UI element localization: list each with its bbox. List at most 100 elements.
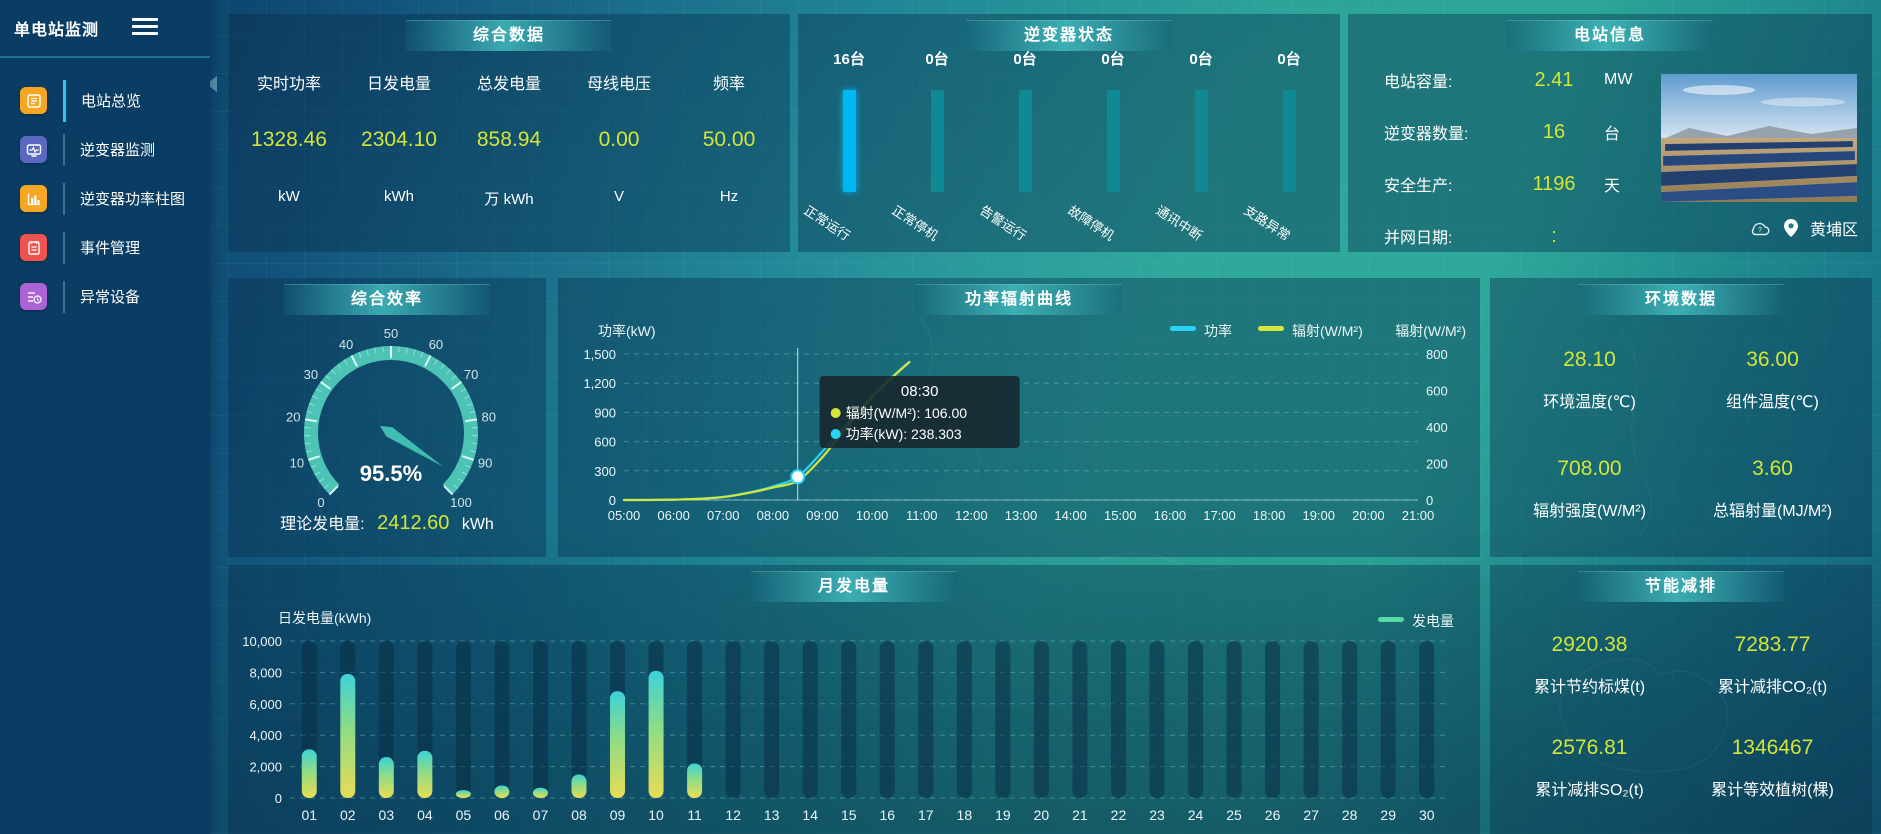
metric-label: 环境温度(℃): [1543, 394, 1636, 412]
generation-bar-09[interactable]: [610, 691, 626, 798]
metric-value: 858.94: [476, 128, 542, 151]
power-radiation-chart[interactable]: 0 300 600 900 1,200 1,500 0 200 400 600 800 05:00 06…: [558, 278, 1480, 557]
panel-collapse-arrow-icon[interactable]: [206, 76, 217, 92]
gauge-value-label: 95.5%: [360, 461, 422, 486]
inverter-status-column[interactable]: 0台 告警运行: [977, 48, 1069, 243]
svg-text:10,000: 10,000: [242, 634, 282, 649]
generation-bar-03[interactable]: [378, 757, 394, 798]
generation-bar-02[interactable]: [340, 673, 356, 798]
station-info-row: 安全生产: 1196 天: [1384, 158, 1694, 210]
saving-metric: 1346467 累计等效植树(棵): [1681, 717, 1864, 821]
svg-text:辐射(W/M²): 辐射(W/M²): [1395, 323, 1466, 339]
svg-text:900: 900: [594, 405, 616, 420]
metric-value: 28.10: [1563, 348, 1616, 372]
inverter-status-column[interactable]: 16台 正常运行: [801, 48, 893, 243]
hover-marker: [790, 469, 806, 485]
metric-value: 7283.77: [1734, 632, 1811, 656]
panel-station-info-title: 电站信息: [1507, 20, 1713, 51]
panel-energy-saving-title: 节能减排: [1578, 571, 1784, 602]
metric-label: 辐射强度(W/M²): [1533, 502, 1646, 520]
sidebar-item-label: 异常设备: [80, 289, 141, 306]
metric-value: 1346467: [1731, 736, 1814, 760]
svg-text:19: 19: [995, 807, 1011, 823]
gauge-needle: [380, 425, 444, 467]
menu-toggle-icon[interactable]: [132, 18, 158, 38]
metric-value: 2304.10: [361, 128, 437, 151]
generation-bar-05[interactable]: [455, 790, 471, 798]
svg-text:07: 07: [533, 807, 549, 823]
svg-text:23: 23: [1149, 807, 1165, 823]
metric-label: 累计减排SO₂(t): [1535, 782, 1644, 800]
inverter-status-column[interactable]: 0台 故障停机: [1065, 48, 1157, 243]
inverter-status-label: 正常停机: [889, 202, 941, 244]
svg-text:300: 300: [594, 464, 616, 479]
svg-text:90: 90: [478, 456, 492, 471]
svg-text:16: 16: [879, 807, 895, 823]
generation-bar-06[interactable]: [494, 785, 510, 798]
panel-inverter-status: 逆变器状态 16台 正常运行 0台 正常停机 0台 告警运行 0台 故障停机 0台 通讯中断 0台支…: [798, 14, 1340, 252]
efficiency-gauge-chart[interactable]: 0 10 20 30 40 50 60 70 80 90 100 95.5%: [228, 306, 546, 511]
metric-value: 2920.38: [1551, 632, 1628, 656]
sidebar: 单电站监测 电站总览 逆变器监测 逆变器功率柱图 事件管理异常设备: [0, 0, 210, 834]
svg-text:功率: 功率: [1204, 323, 1232, 339]
metric-unit: kWh: [384, 188, 414, 205]
location-pin-icon[interactable]: [1783, 219, 1798, 237]
svg-text:20: 20: [1034, 807, 1050, 823]
sidebar-menu: 电站总览 逆变器监测 逆变器功率柱图 事件管理异常设备: [0, 58, 210, 321]
svg-text:20:00: 20:00: [1352, 508, 1385, 523]
inverter-status-column[interactable]: 0台 通讯中断: [1153, 48, 1245, 243]
sidebar-item-2[interactable]: 逆变器监测: [0, 125, 210, 174]
metric-value: 0.00: [598, 128, 640, 151]
generation-bar-04[interactable]: [417, 750, 433, 798]
metric-label: 实时功率: [256, 76, 321, 93]
theoretical-generation-unit: kWh: [461, 516, 494, 533]
energy-saving-metrics: 2920.38 累计节约标煤(t) 7283.77 累计减排CO₂(t) 2576.81…: [1498, 613, 1864, 820]
svg-text:15:00: 15:00: [1104, 508, 1137, 523]
svg-text:27: 27: [1303, 807, 1319, 823]
metric-label: 累计节约标煤(t): [1533, 678, 1646, 696]
inverter-status-label: 支路异常: [1241, 202, 1293, 244]
panel-summary-title: 综合数据: [406, 20, 612, 51]
svg-text:15: 15: [841, 807, 857, 823]
inverter-status-label: 正常运行: [801, 202, 853, 244]
sidebar-item-1[interactable]: 电站总览: [0, 76, 210, 125]
menu-item-divider: [63, 231, 65, 264]
svg-text:0: 0: [1426, 493, 1433, 508]
svg-text:辐射(W/M²): 辐射(W/M²): [1292, 323, 1363, 339]
generation-bar-08[interactable]: [571, 774, 587, 798]
svg-text:0: 0: [609, 493, 616, 508]
generation-bar-10[interactable]: [648, 670, 664, 798]
panel-environment: 环境数据 28.10 环境温度(℃) 36.00 组件温度(℃) 708.00 辐射强度(…: [1490, 278, 1872, 557]
generation-bar-11[interactable]: [687, 763, 703, 798]
generation-bar-01[interactable]: [301, 749, 317, 798]
sidebar-item-3[interactable]: 逆变器功率柱图: [0, 174, 210, 223]
theoretical-generation: 理论发电量: 2412.60 kWh: [228, 510, 546, 535]
svg-text:18:00: 18:00: [1253, 508, 1286, 523]
summary-metric: 频率 50.00 Hz: [674, 58, 784, 209]
metric-unit: Hz: [719, 188, 739, 205]
svg-text:14: 14: [802, 807, 818, 823]
inverter-status-column[interactable]: 0台 正常停机: [889, 48, 981, 243]
inverter-status-chart[interactable]: 16台 正常运行 0台 正常停机 0台 告警运行 0台 故障停机 0台 通讯中断 0台 支路异常: [801, 48, 1333, 243]
menu-item-divider: [63, 182, 65, 215]
sidebar-item-5[interactable]: 异常设备: [0, 272, 210, 321]
inverter-status-column[interactable]: 0台 支路异常: [1241, 48, 1333, 243]
sidebar-item-4[interactable]: 事件管理: [0, 223, 210, 272]
generation-bar-07[interactable]: [532, 787, 548, 798]
panel-environment-title: 环境数据: [1578, 284, 1784, 315]
svg-text:09:00: 09:00: [806, 508, 839, 523]
svg-text:400: 400: [1426, 420, 1448, 435]
monthly-bars: [301, 641, 1435, 798]
sidebar-header: 单电站监测: [0, 0, 210, 58]
svg-text:09: 09: [610, 807, 626, 823]
svg-text:2,000: 2,000: [249, 760, 282, 775]
svg-text:12: 12: [725, 807, 741, 823]
station-info-value: 16: [1542, 120, 1566, 143]
monthly-generation-chart[interactable]: 0 2,000 4,000 6,000 8,000 10,000 日发电量(kWh) 发电量 0…: [228, 565, 1480, 834]
menu-item-divider: [63, 280, 65, 313]
metric-label: 总发电量: [476, 76, 541, 93]
panel-inverter-status-title: 逆变器状态: [966, 20, 1172, 51]
inverter-status-bar: [842, 90, 856, 192]
weather-cloud-icon[interactable]: ?: [1748, 221, 1772, 236]
svg-text:02: 02: [340, 807, 356, 823]
